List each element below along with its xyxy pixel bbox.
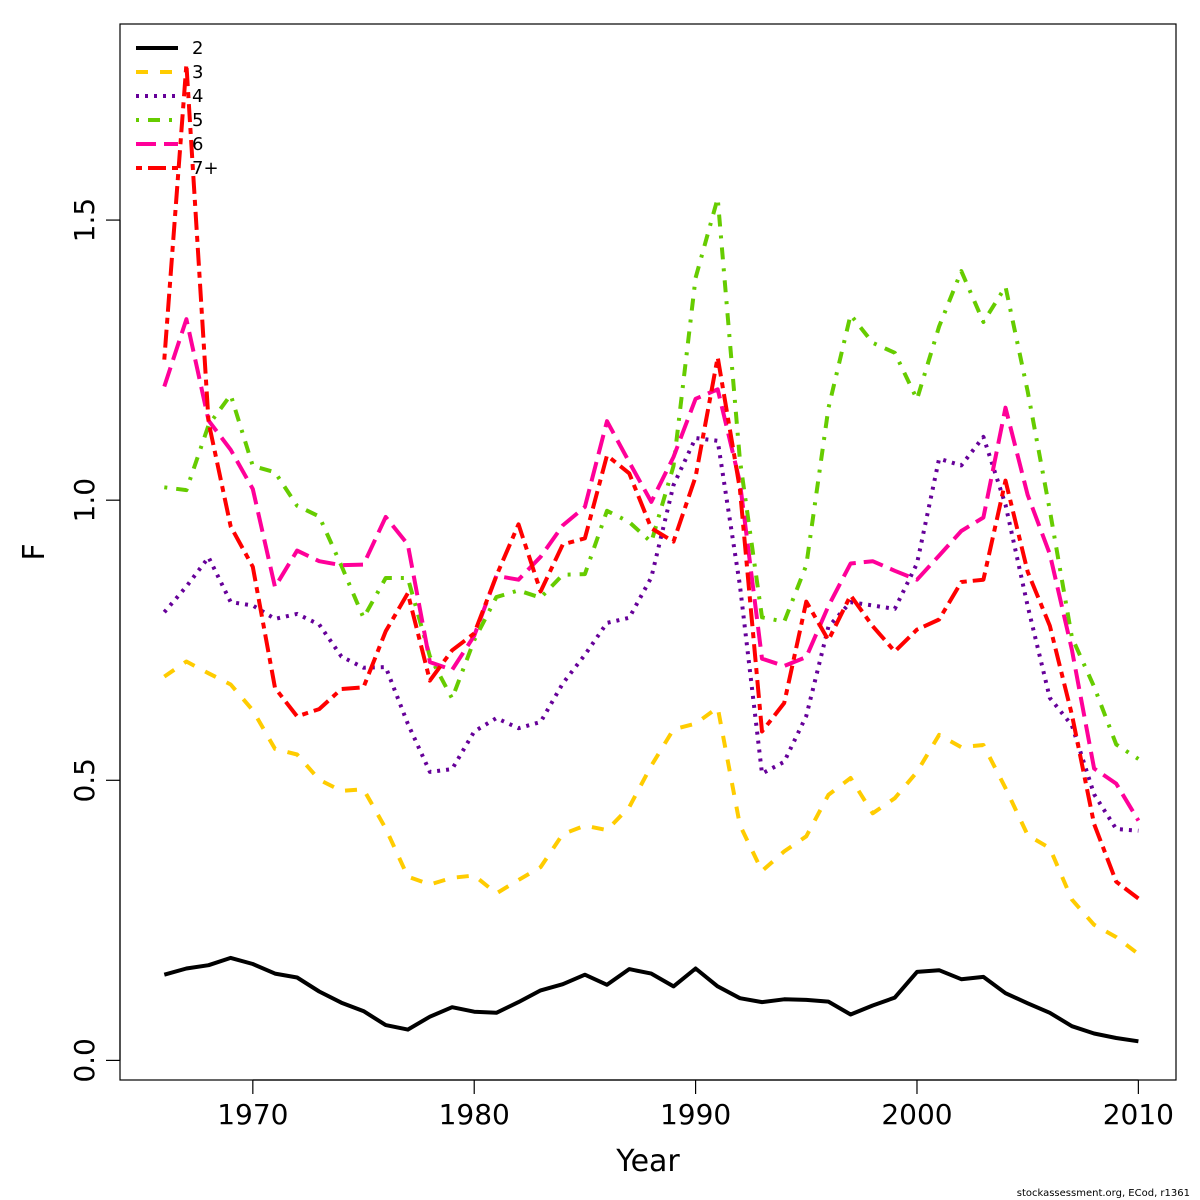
y-axis: 0.0 0.5 1.0 1.5 <box>68 198 121 1083</box>
series-line-2 <box>163 955 1139 1044</box>
legend-label: 2 <box>192 38 203 59</box>
y-tick-label: 0.0 <box>68 1038 101 1083</box>
series-line-7plus <box>162 62 1140 901</box>
series-layer <box>162 62 1141 1044</box>
footer-credit: stockassessment.org, ECod, r1361 <box>1017 1188 1190 1199</box>
x-tick-label: 2000 <box>881 1098 952 1131</box>
y-tick-label: 1.5 <box>68 198 101 243</box>
legend-label: 4 <box>192 86 203 107</box>
series-line-3 <box>163 659 1140 956</box>
legend-label: 7+ <box>192 158 219 179</box>
series-line-6 <box>162 317 1141 822</box>
series-line-5 <box>164 196 1140 761</box>
y-tick-label: 0.5 <box>68 758 101 803</box>
x-tick-label: 1970 <box>217 1098 288 1131</box>
legend: 2 3 4 5 6 7+ <box>136 38 219 179</box>
y-tick-label: 1.0 <box>68 478 101 523</box>
legend-label: 6 <box>192 134 203 155</box>
x-tick-label: 1990 <box>660 1098 731 1131</box>
legend-label: 3 <box>192 62 203 83</box>
legend-label: 5 <box>192 110 203 131</box>
x-tick-label: 2010 <box>1103 1098 1174 1131</box>
x-tick-label: 1980 <box>439 1098 510 1131</box>
y-axis-title: F <box>17 543 52 560</box>
plot-frame <box>119 23 1177 1081</box>
x-axis: 1970 1980 1990 2000 2010 <box>217 1079 1174 1131</box>
x-axis-title: Year <box>615 1144 680 1179</box>
